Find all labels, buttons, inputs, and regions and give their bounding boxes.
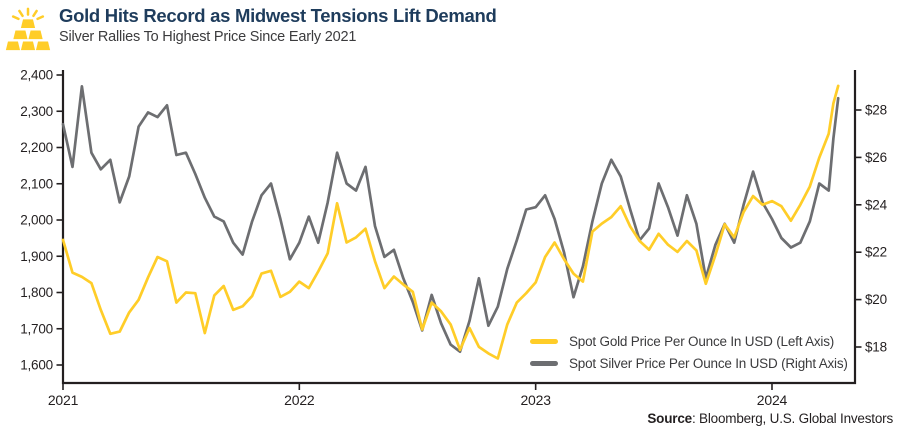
legend-label: Spot Silver Price Per Ounce In USD (Righ… [569, 356, 848, 371]
gold-legend-swatch [530, 339, 558, 344]
x-axis-tick-label: 2024 [757, 392, 788, 408]
left-axis-tick-label: 1,700 [20, 321, 53, 336]
left-axis-tick-label: 1,600 [20, 358, 53, 373]
title-block: Gold Hits Record as Midwest Tensions Lif… [59, 5, 497, 46]
silver-price-line [61, 84, 840, 354]
chart-subtitle: Silver Rallies To Highest Price Since Ea… [59, 29, 357, 46]
left-axis-tick-label: 2,100 [20, 176, 53, 191]
legend-row: Spot Gold Price Per Ounce In USD (Left A… [530, 334, 834, 349]
right-axis-tick-label: $20 [865, 292, 887, 307]
chart-header: Gold Hits Record as Midwest Tensions Lif… [5, 5, 497, 53]
source-label: Source [647, 411, 692, 426]
right-axis-tick-label: $22 [865, 245, 887, 260]
left-axis-tick-label: 2,300 [20, 104, 53, 119]
left-axis-tick-label: 2,000 [20, 213, 53, 228]
legend-label: Spot Gold Price Per Ounce In USD (Left A… [569, 334, 835, 349]
left-axis-tick-label: 1,900 [20, 249, 53, 264]
source-text: : Bloomberg, U.S. Global Investors [691, 411, 893, 426]
gold-bars-icon [5, 5, 51, 53]
chart-title: Gold Hits Record as Midwest Tensions Lif… [59, 5, 497, 26]
legend: Spot Gold Price Per Ounce In USD (Left A… [530, 334, 848, 371]
right-axis-tick-label: $24 [865, 197, 888, 212]
silver-legend-swatch [530, 361, 558, 366]
right-axis-tick-label: $18 [865, 340, 887, 355]
x-axis-tick-label: 2023 [520, 392, 551, 408]
x-axis-tick-label: 2022 [284, 392, 315, 408]
right-axis-tick-label: $28 [865, 103, 887, 118]
x-axis-tick-label: 2021 [48, 392, 79, 408]
right-axis-tick-label: $26 [865, 150, 887, 165]
left-axis-tick-label: 2,200 [20, 140, 53, 155]
axis-frame [61, 70, 857, 385]
gold-price-line [61, 84, 840, 360]
source-note: Source: Bloomberg, U.S. Global Investors [647, 411, 893, 426]
left-axis-tick-label: 1,800 [20, 285, 53, 300]
legend-row: Spot Silver Price Per Ounce In USD (Righ… [530, 356, 848, 371]
left-axis-tick-label: 2,400 [20, 68, 53, 83]
